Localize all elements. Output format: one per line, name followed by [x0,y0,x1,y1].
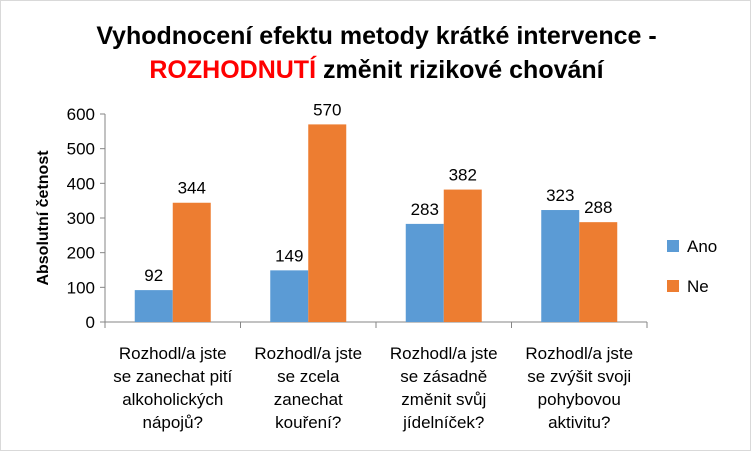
legend: Ano Ne [667,237,717,296]
category-label: Rozhodl/a jste se zásadně změnit svůj jídel… [390,344,498,432]
category-labels: Rozhodl/a jste se zanechat pití alkoholick… [113,344,633,432]
bar-ano [270,270,309,322]
category-label-line: se zásadně [400,367,487,386]
category-label-line: Rozhodl/a jste [390,344,498,363]
category-label-line: Rozhodl/a jste [525,344,633,363]
y-tick-label: 200 [67,244,95,263]
category-label-line: Rozhodl/a jste [119,344,227,363]
legend-swatch-ne [667,280,679,292]
category-label-line: se zanechat pití [113,367,232,386]
data-label-ne: 570 [313,100,341,119]
category-label: Rozhodl/a jste se zcela zanechat kouření? [254,344,362,432]
chart-title-line1: Vyhodnocení efektu metody krátké interve… [96,22,657,50]
y-tick-label: 500 [67,140,95,159]
category-label-line: změnit svůj [401,390,486,409]
bar-ano [134,290,173,322]
bar-ne [308,124,347,323]
y-tick-label: 100 [67,278,95,297]
legend-swatch-ano [667,240,679,252]
data-label-ne: 288 [584,198,612,217]
y-axis-label: Absolutní četnost [35,150,52,286]
category-label-line: jídelníček? [402,413,484,432]
data-label-ne: 382 [449,166,477,185]
legend-label-ano: Ano [687,237,717,256]
category-label-line: nápojů? [142,413,203,432]
y-tick-label: 300 [67,209,95,228]
chart-title-rest: změnit rizikové chování [316,56,604,84]
bar-ne [443,189,482,322]
chart-title-line2: ROZHODNUTÍ změnit rizikové chování [1,53,751,87]
category-label-line: se zcela [277,367,340,386]
y-tick-label: 0 [86,313,95,332]
category-label-line: kouření? [275,413,341,432]
chart-title-accent: ROZHODNUTÍ [149,56,317,84]
bars [134,124,618,323]
legend-label-ne: Ne [687,277,709,296]
bar-ano [541,210,580,322]
category-label: Rozhodl/a jste se zvýšit svoji pohybovou ak… [525,344,633,432]
data-label-ano: 149 [275,246,303,265]
data-label-ano: 283 [411,200,439,219]
data-label-ano: 323 [546,186,574,205]
category-label: Rozhodl/a jste se zanechat pití alkoholick… [113,344,232,432]
bar-ano [405,223,444,322]
category-label-line: aktivitu? [548,413,610,432]
data-labels: 92 344 149 570 283 382 323 288 [144,100,612,285]
data-label-ano: 92 [144,266,163,285]
category-label-line: se zvýšit svoji [527,367,631,386]
category-label-line: pohybovou [538,390,621,409]
category-label-line: alkoholických [122,390,223,409]
bar-ne [172,202,211,322]
category-label-line: Rozhodl/a jste [254,344,362,363]
data-label-ne: 344 [178,179,206,198]
chart-title: Vyhodnocení efektu metody krátké interve… [1,19,751,87]
y-tick-label: 600 [67,105,95,124]
category-label-line: zanechat [274,390,343,409]
y-tick-label: 400 [67,174,95,193]
bar-ne [579,222,618,322]
